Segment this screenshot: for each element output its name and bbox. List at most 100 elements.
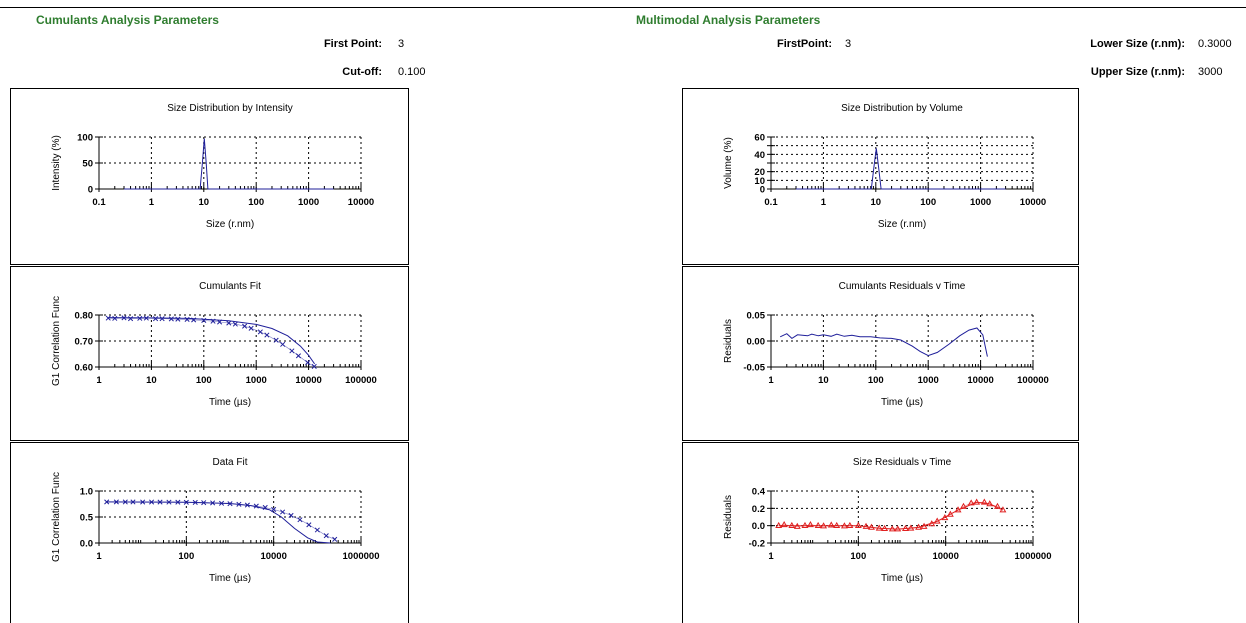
x-tick-label: 1000 bbox=[918, 375, 939, 386]
first-point-label: First Point: bbox=[323, 38, 382, 50]
x-tick-label: 1 bbox=[96, 375, 102, 386]
lower-size-value: 0.3000 bbox=[1198, 38, 1232, 50]
data-point-triangle-marker bbox=[980, 498, 988, 505]
x-tick-label: 1 bbox=[96, 551, 102, 562]
data-point-x-marker bbox=[248, 325, 254, 331]
data-point-x-marker bbox=[104, 499, 110, 505]
y-axis-label: G1 Correlation Func bbox=[51, 472, 62, 562]
chart-panel-size-volume: Size Distribution by Volume 0.1 1 10 100 1000… bbox=[682, 88, 1079, 265]
chart-title: Size Distribution by Volume bbox=[841, 103, 963, 114]
x-axis-label: Time (µs) bbox=[209, 397, 251, 408]
x-tick-label: 10000 bbox=[260, 551, 286, 562]
y-tick-label: 0.00 bbox=[747, 337, 766, 348]
x-tick-label: 10000 bbox=[295, 375, 321, 386]
size-residuals-chart: Size Residuals v Time 1 100 10000 1000000 -0.… bbox=[723, 457, 1052, 584]
data-point-x-marker bbox=[297, 517, 303, 523]
series-marker-path bbox=[108, 317, 315, 367]
x-tick-label: 1 bbox=[149, 197, 155, 208]
x-tick-label: 1 bbox=[768, 551, 774, 562]
data-point-triangle-marker bbox=[788, 521, 796, 528]
x-tick-label: 0.1 bbox=[764, 197, 778, 208]
data-point-x-marker bbox=[306, 522, 312, 528]
x-axis-label: Time (µs) bbox=[881, 397, 923, 408]
top-rule bbox=[0, 7, 1246, 8]
upper-size-value: 3000 bbox=[1198, 66, 1223, 78]
cumulants-params-title: Cumulants Analysis Parameters bbox=[36, 13, 219, 27]
data-fit-chart: Data Fit 1 100 10000 1000000 0.0 0.5 1.0 Time (µ… bbox=[51, 457, 380, 584]
x-tick-label: 100 bbox=[868, 375, 884, 386]
chart-panel-data-fit: Data Fit 1 100 10000 1000000 0.0 0.5 1.0 Time (µ… bbox=[10, 442, 409, 623]
data-point-triangle-marker bbox=[854, 521, 862, 528]
data-point-x-marker bbox=[280, 341, 286, 347]
cumulants-fit-chart: Cumulants Fit 1 10 100 1000 10000 100000 0.60 0.… bbox=[51, 281, 377, 408]
size-intensity-chart: Size Distribution by Intensity 0.1 1 10 100 1… bbox=[51, 103, 374, 230]
data-point-x-marker bbox=[175, 316, 181, 322]
x-tick-label: 100 bbox=[248, 197, 264, 208]
data-point-x-marker bbox=[273, 337, 279, 343]
chart-title: Cumulants Residuals v Time bbox=[839, 281, 966, 292]
lower-size-label: Lower Size (r.nm): bbox=[1090, 38, 1185, 50]
data-point-x-marker bbox=[152, 316, 159, 322]
data-point-x-marker bbox=[159, 316, 165, 322]
x-tick-label: 10000 bbox=[932, 551, 958, 562]
data-point-triangle-marker bbox=[960, 502, 967, 509]
chart-panel-cumulants-residuals: Cumulants Residuals v Time 1 10 100 1000 1000… bbox=[682, 266, 1079, 441]
y-tick-label: 0.4 bbox=[752, 487, 766, 498]
data-point-x-marker bbox=[314, 527, 320, 533]
y-tick-label: -0.05 bbox=[743, 363, 765, 374]
series-line bbox=[778, 501, 1004, 530]
y-tick-label: 0 bbox=[760, 185, 765, 196]
data-point-x-marker bbox=[311, 363, 317, 370]
y-tick-label: 0 bbox=[88, 185, 93, 196]
data-point-x-marker bbox=[264, 332, 270, 338]
x-tick-label: 10 bbox=[199, 197, 210, 208]
x-tick-label: 100000 bbox=[345, 375, 377, 386]
data-point-triangle-marker bbox=[994, 502, 1001, 509]
x-tick-label: 1 bbox=[768, 375, 774, 386]
y-axis-label: Residuals bbox=[723, 319, 734, 363]
cumulants-residuals-chart: Cumulants Residuals v Time 1 10 100 1000 1000… bbox=[723, 281, 1049, 408]
data-point-x-marker bbox=[323, 533, 329, 539]
y-tick-label: 100 bbox=[77, 133, 93, 144]
y-tick-label: -0.2 bbox=[749, 539, 765, 550]
upper-size-label: Upper Size (r.nm): bbox=[1090, 66, 1185, 78]
y-tick-label: 0.60 bbox=[75, 363, 94, 374]
x-tick-label: 1000 bbox=[298, 197, 319, 208]
x-tick-label: 1000000 bbox=[1015, 551, 1052, 562]
y-tick-label: 0.0 bbox=[752, 521, 765, 532]
y-tick-label: 0.0 bbox=[80, 539, 93, 550]
data-point-x-marker bbox=[242, 323, 248, 329]
y-axis-label: G1 Correlation Func bbox=[51, 296, 62, 386]
x-tick-label: 100000 bbox=[1017, 375, 1049, 386]
data-point-x-marker bbox=[280, 509, 286, 515]
multimodal-params-title: Multimodal Analysis Parameters bbox=[636, 13, 821, 27]
chart-panel-size-intensity: Size Distribution by Intensity 0.1 1 10 100 1… bbox=[10, 88, 409, 265]
y-axis-label: Residuals bbox=[723, 495, 734, 539]
y-tick-label: 0.70 bbox=[75, 337, 94, 348]
x-axis-label: Time (µs) bbox=[209, 573, 251, 584]
x-tick-label: 1 bbox=[821, 197, 827, 208]
data-point-x-marker bbox=[288, 512, 294, 518]
y-tick-label: 0.5 bbox=[80, 513, 94, 524]
data-point-triangle-marker bbox=[780, 520, 788, 528]
y-axis-label: Volume (%) bbox=[723, 137, 734, 189]
y-tick-label: 1.0 bbox=[80, 487, 93, 498]
chart-panel-cumulants-fit: Cumulants Fit 1 10 100 1000 10000 100000 0.60 0.… bbox=[10, 266, 409, 441]
data-point-x-marker bbox=[257, 329, 263, 335]
data-point-triangle-marker bbox=[973, 498, 981, 505]
y-tick-label: 10 bbox=[754, 176, 765, 187]
y-tick-label: 40 bbox=[754, 150, 765, 161]
data-point-triangle-marker bbox=[775, 521, 783, 528]
chart-title: Size Distribution by Intensity bbox=[167, 103, 293, 114]
x-axis-label: Size (r.nm) bbox=[206, 219, 254, 230]
x-tick-label: 1000000 bbox=[343, 551, 380, 562]
chart-title: Size Residuals v Time bbox=[853, 457, 952, 468]
chart-title: Data Fit bbox=[212, 457, 247, 468]
series-line bbox=[779, 327, 988, 357]
data-point-x-marker bbox=[305, 360, 311, 366]
x-tick-label: 10 bbox=[146, 375, 157, 386]
data-point-triangle-marker bbox=[846, 521, 854, 528]
multimodal-first-point-label: FirstPoint: bbox=[777, 38, 832, 50]
y-tick-label: 50 bbox=[82, 159, 93, 170]
x-tick-label: 10 bbox=[871, 197, 882, 208]
